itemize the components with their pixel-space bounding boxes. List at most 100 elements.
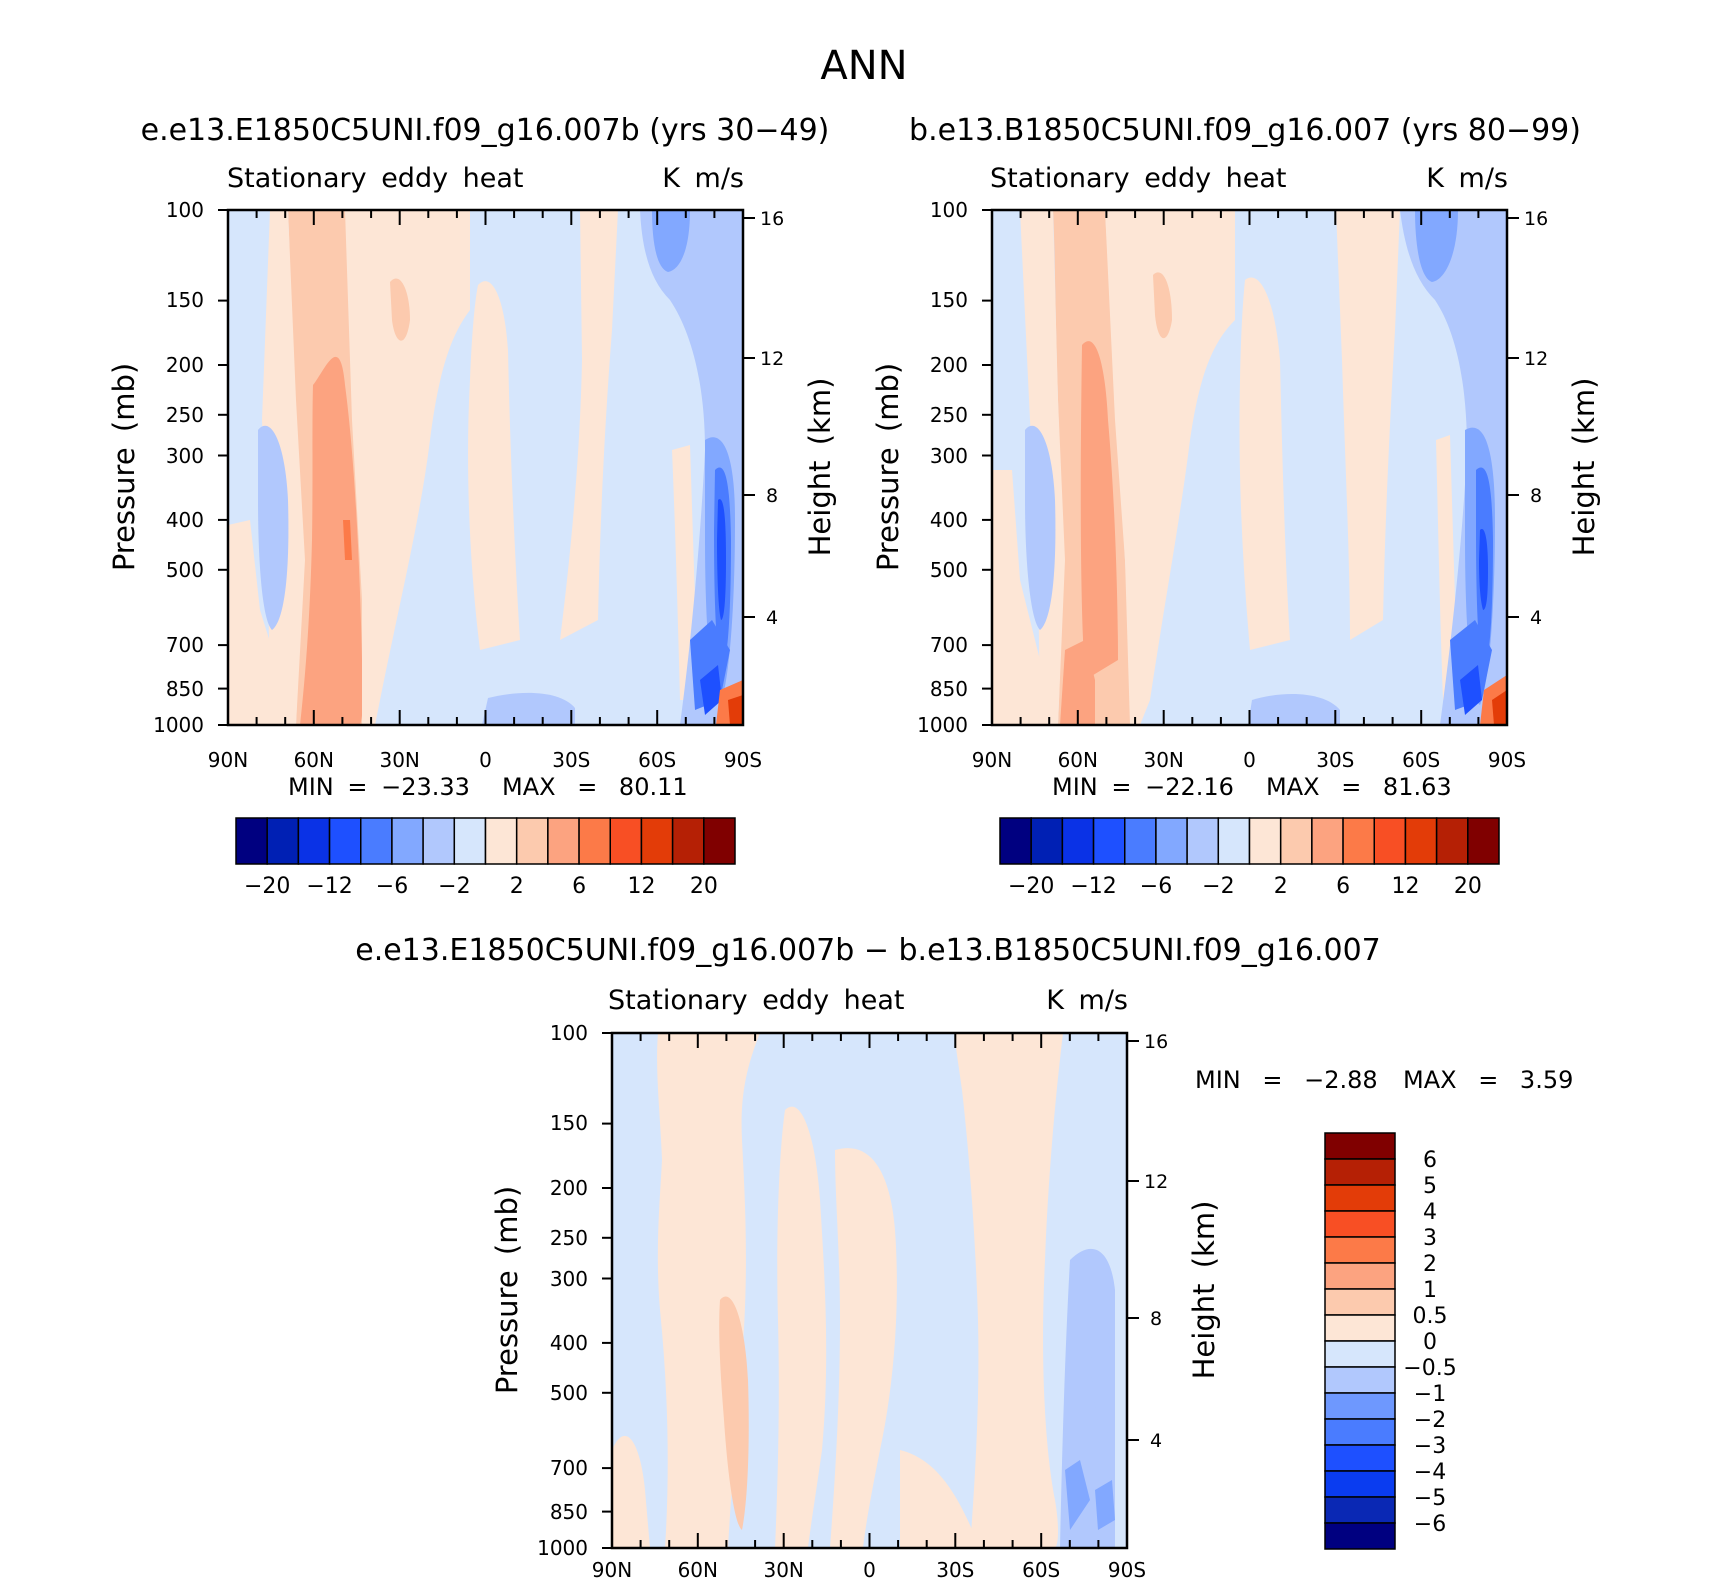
x-tick-label: 30S: [936, 1558, 974, 1581]
y-tick-label: 200: [550, 1176, 588, 1200]
y-tick-label: 400: [166, 508, 204, 532]
colorbar-swatch: [1324, 1496, 1396, 1524]
colorbar-swatch: [453, 817, 487, 865]
colorbar-swatch: [1404, 817, 1438, 865]
x-tick-label: 90S: [1488, 748, 1526, 772]
colorbar-swatch: [609, 817, 643, 865]
height-tick-label: 12: [1144, 1171, 1168, 1193]
x-tick-label: 60N: [294, 748, 334, 772]
colorbar-label: −6: [1140, 874, 1172, 899]
x-tick-labels: 90N 60N 30N 0 30S 60S 90S: [592, 1558, 1146, 1581]
height-tick-label: 4: [766, 607, 778, 629]
colorbar-swatch: [235, 817, 268, 865]
figure-title: ANN: [820, 43, 907, 89]
y-tick-label: 1000: [917, 713, 968, 737]
colorbar-swatch: [1324, 1132, 1396, 1160]
colorbar-labels: −20 −12 −6 −2 2 6 12 20: [1008, 874, 1482, 899]
y-right-tick-labels: 16 12 8 4: [1144, 1031, 1168, 1452]
colorbar-swatch: [1342, 817, 1375, 865]
panel-left-label: Stationary eddy heat: [227, 163, 524, 194]
colorbar-swatch: [578, 817, 611, 865]
colorbar-label: −20: [244, 874, 290, 899]
colorbar: [235, 817, 736, 865]
colorbar-swatch: [1124, 817, 1157, 865]
colorbar-swatch: [484, 817, 518, 865]
colorbar-label: 20: [1454, 874, 1482, 899]
colorbar: [1324, 1132, 1396, 1550]
height-tick-label: 12: [760, 348, 784, 370]
height-tick-label: 16: [760, 208, 784, 230]
panel-title: e.e13.E1850C5UNI.f09_g16.007b (yrs 30−49…: [141, 113, 830, 148]
y-tick-label: 1000: [153, 713, 204, 737]
y-tick-label: 850: [930, 677, 968, 701]
colorbar-label: 2: [510, 874, 524, 899]
colorbar-swatch: [1324, 1288, 1396, 1316]
x-tick-label: 0: [1243, 748, 1256, 772]
y-axis-label: Pressure (mb): [871, 363, 905, 571]
y-tick-labels: 100 150 200 250 300 400 500 700 850 1000: [153, 198, 204, 737]
colorbar-label: −12: [1070, 874, 1116, 899]
plot-ticks: [218, 209, 755, 726]
colorbar-swatch: [1324, 1392, 1396, 1420]
y-tick-label: 250: [166, 403, 204, 427]
colorbar-label: 6: [1336, 874, 1350, 899]
colorbar-labels: −20 −12 −6 −2 2 6 12 20: [244, 874, 718, 899]
x-tick-label: 90N: [208, 748, 248, 772]
colorbar-label: 12: [628, 874, 656, 899]
height-tick-label: 16: [1144, 1031, 1168, 1053]
y-tick-label: 300: [166, 444, 204, 468]
y-tick-label: 250: [550, 1226, 588, 1250]
colorbar-label: −4: [1414, 1460, 1446, 1485]
y-tick-label: 700: [166, 633, 204, 657]
x-tick-label: 90S: [1108, 1558, 1146, 1581]
min-label: MIN = −2.88: [1195, 1066, 1378, 1094]
x-tick-labels: 90N 60N 30N 0 30S 60S 90S: [208, 748, 762, 772]
y-right-axis-label: Height (km): [803, 378, 837, 557]
panel-2: b.e13.B1850C5UNI.f09_g16.007 (yrs 80−99)…: [871, 113, 1601, 899]
colorbar-swatch: [703, 817, 736, 865]
colorbar-swatch: [328, 817, 362, 865]
y-tick-label: 150: [930, 288, 968, 312]
y-tick-label: 700: [550, 1456, 588, 1480]
colorbar-label: −6: [376, 874, 408, 899]
y-tick-label: 400: [930, 508, 968, 532]
colorbar-swatch: [547, 817, 580, 865]
colorbar-swatch: [1324, 1444, 1396, 1472]
panel-units-label: K m/s: [662, 163, 744, 194]
height-tick-label: 4: [1530, 607, 1542, 629]
colorbar-label: 1: [1423, 1278, 1437, 1303]
colorbar-labels: 6 5 4 3 2 1 0.5 0 −0.5 −1 −2 −3 −4 −5 −6: [1403, 1148, 1456, 1537]
panel-1: e.e13.E1850C5UNI.f09_g16.007b (yrs 30−49…: [107, 113, 837, 899]
colorbar-label: −2: [1202, 874, 1234, 899]
x-tick-label: 30S: [552, 748, 590, 772]
colorbar-swatch: [422, 817, 456, 865]
colorbar-swatch: [1061, 817, 1095, 865]
colorbar-label: 6: [572, 874, 586, 899]
colorbar-swatch: [1030, 817, 1064, 865]
y-tick-label: 1000: [537, 1536, 588, 1560]
panel-left-label: Stationary eddy heat: [608, 985, 905, 1016]
x-tick-label: 60S: [1022, 1558, 1060, 1581]
contour-field: [612, 1033, 1127, 1548]
height-tick-label: 8: [1530, 485, 1542, 507]
colorbar-swatch: [1467, 817, 1500, 865]
min-label: MIN = −23.33: [288, 773, 470, 801]
x-tick-label: 30N: [763, 1558, 803, 1581]
y-tick-label: 150: [166, 288, 204, 312]
y-tick-label: 850: [166, 677, 204, 701]
colorbar-label: −20: [1008, 874, 1054, 899]
colorbar-swatch: [1324, 1366, 1396, 1394]
y-right-tick-labels: 16 12 8 4: [760, 208, 784, 629]
colorbar-swatch: [1324, 1158, 1396, 1186]
colorbar-label: −0.5: [1403, 1356, 1456, 1381]
y-tick-label: 850: [550, 1500, 588, 1524]
colorbar-swatch: [515, 817, 549, 865]
height-tick-label: 4: [1150, 1430, 1162, 1452]
panel-units-label: K m/s: [1046, 985, 1128, 1016]
panel-title: e.e13.E1850C5UNI.f09_g16.007b − b.e13.B1…: [355, 933, 1381, 968]
colorbar-swatch: [1248, 817, 1282, 865]
colorbar-label: −3: [1414, 1434, 1446, 1459]
colorbar-swatch: [1324, 1314, 1396, 1342]
height-tick-label: 8: [1150, 1308, 1162, 1330]
min-label: MIN = −22.16: [1052, 773, 1234, 801]
